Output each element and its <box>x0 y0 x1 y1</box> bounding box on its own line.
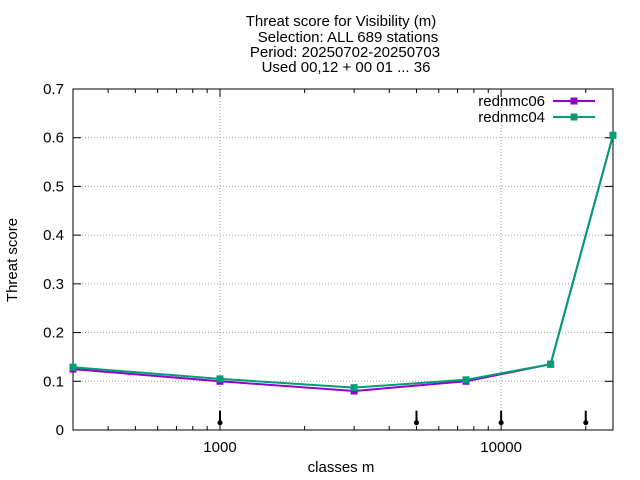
grid <box>73 89 613 430</box>
y-tick-label: 0.1 <box>43 373 64 390</box>
series-line-rednmc04 <box>72 135 614 389</box>
data-point-rednmc04 <box>69 363 77 371</box>
plot-border <box>72 88 614 431</box>
series-line-rednmc06 <box>72 135 614 393</box>
legend-label: rednmc06 <box>478 93 545 110</box>
x-axis-label: classes m <box>308 459 375 476</box>
chart-title: Threat score for Visibility (m) Selectio… <box>246 13 440 76</box>
data-point-rednmc04 <box>216 375 224 383</box>
y-tick-label: 0.3 <box>43 276 64 293</box>
series-layer <box>69 131 617 395</box>
sample-markers <box>217 410 589 426</box>
y-tick-label: 0.6 <box>43 130 64 147</box>
title-line-3: Period: 20250702-20250703 <box>250 44 440 61</box>
sample-marker-dot <box>413 420 419 426</box>
legend-swatch-point <box>570 113 578 121</box>
y-tick-label: 0.7 <box>43 81 64 98</box>
title-line-1: Threat score for Visibility (m) <box>246 13 437 30</box>
legend-label: rednmc04 <box>478 109 545 126</box>
sample-marker-dot <box>583 420 589 426</box>
y-tick-label: 0.2 <box>43 325 64 342</box>
data-point-rednmc04 <box>462 376 470 384</box>
data-point-rednmc04 <box>350 384 358 392</box>
sample-marker-dot <box>498 420 504 426</box>
title-line-2: Selection: ALL 689 stations <box>258 29 438 46</box>
x-tick-label: 1000 <box>203 439 236 456</box>
axis-ticks: 0 0.1 0.2 0.3 0.4 0.5 0.6 0.7 1000 10000 <box>43 81 613 456</box>
y-axis-label: Threat score <box>4 218 21 302</box>
y-tick-label: 0 <box>56 422 64 439</box>
y-tick-label: 0.5 <box>43 178 64 195</box>
x-tick-label: 10000 <box>480 439 522 456</box>
data-point-rednmc04 <box>609 131 617 139</box>
sample-marker-dot <box>217 420 223 426</box>
data-point-rednmc04 <box>547 360 555 368</box>
legend-swatch-point <box>570 97 578 105</box>
y-tick-label: 0.4 <box>43 227 64 244</box>
title-line-4: Used 00,12 + 00 01 ... 36 <box>262 59 431 76</box>
